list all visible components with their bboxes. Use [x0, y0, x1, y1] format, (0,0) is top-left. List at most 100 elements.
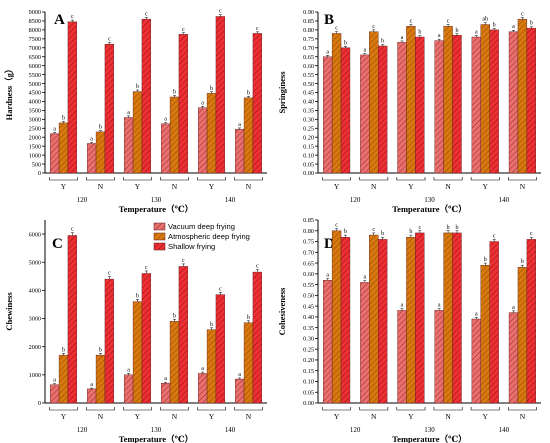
significance-label: b: [344, 40, 347, 46]
significance-label: a: [438, 33, 441, 39]
bar: [378, 45, 388, 174]
significance-label: b: [484, 257, 487, 263]
condition-label: Y: [334, 412, 340, 421]
bar: [340, 47, 351, 174]
bar: [517, 267, 528, 404]
temperature-label: 130: [424, 426, 435, 434]
bar: [323, 280, 333, 404]
bar: [67, 21, 78, 174]
bar: [489, 29, 499, 174]
y-tick-label: 5000: [29, 259, 41, 266]
y-tick-label: 0.70: [303, 45, 314, 52]
panel-letter: A: [54, 12, 65, 28]
bar: [252, 33, 263, 174]
bar: [443, 232, 453, 404]
condition-label: N: [445, 412, 451, 421]
y-tick-label: 0.20: [303, 357, 314, 364]
legend-label: Vacuum deep frying: [168, 222, 235, 231]
significance-label: a: [401, 303, 404, 309]
y-tick-label: 0.20: [303, 134, 314, 141]
bar: [452, 232, 462, 404]
y-tick-label: 3000: [29, 117, 41, 124]
bar: [517, 18, 528, 174]
y-tick-label: 0.90: [303, 9, 314, 16]
y-tick-label: 4000: [29, 99, 41, 106]
condition-label: N: [172, 182, 178, 191]
significance-label: a: [201, 366, 204, 372]
y-tick-label: 0.35: [303, 108, 314, 115]
significance-label: a: [127, 110, 130, 116]
significance-label: c: [108, 37, 111, 43]
temperature-label: 130: [424, 196, 435, 204]
condition-label: N: [98, 412, 104, 421]
condition-bracket: [197, 407, 226, 411]
y-tick-label: 0.15: [303, 143, 314, 150]
bar: [331, 33, 342, 174]
y-tick-label: 0.10: [303, 379, 314, 386]
y-tick-label: 0.15: [303, 368, 314, 375]
y-tick-label: 0.00: [303, 170, 314, 177]
condition-bracket: [359, 407, 389, 411]
bar: [378, 239, 388, 404]
significance-label: b: [99, 347, 102, 353]
temperature-label: 120: [350, 196, 361, 204]
bar: [234, 128, 245, 174]
significance-label: a: [326, 273, 329, 279]
condition-bracket: [470, 407, 500, 411]
x-axis-label: Temperature（℃）: [392, 204, 466, 214]
significance-label: c: [182, 27, 185, 33]
bar: [141, 273, 152, 404]
bar: [123, 374, 134, 404]
condition-bracket: [396, 177, 426, 181]
bar: [434, 310, 444, 404]
significance-label: b: [344, 229, 347, 235]
condition-label: N: [520, 412, 526, 421]
y-axis-label: Hardness（g）: [4, 65, 14, 121]
y-tick-label: 0.05: [303, 161, 314, 168]
y-tick-label: 0.55: [303, 282, 314, 289]
significance-label: c: [372, 24, 375, 30]
significance-label: b: [409, 229, 412, 235]
temperature-label: 140: [225, 426, 236, 434]
condition-label: N: [98, 182, 104, 191]
significance-label: c: [419, 225, 422, 231]
y-tick-label: 0.10: [303, 152, 314, 159]
significance-label: b: [173, 313, 176, 319]
y-tick-label: 6500: [29, 54, 41, 61]
y-tick-label: 0.80: [303, 27, 314, 34]
panel-b: 0.00 0.05 0.10 0.15 0.20 0.250.30 0.35 0.40 0.45…: [277, 9, 541, 214]
bar: [323, 56, 333, 174]
significance-label: b: [210, 86, 213, 92]
y-tick-label: 1000: [29, 152, 41, 159]
y-tick-label: 7000: [29, 45, 41, 52]
condition-bracket: [322, 177, 352, 181]
condition-label: N: [246, 412, 252, 421]
bar: [369, 31, 379, 174]
y-tick-label: 5000: [29, 81, 41, 88]
y-tick-label: 0.85: [303, 217, 314, 224]
temperature-label: 120: [77, 426, 88, 434]
y-tick-label: 0.65: [303, 54, 314, 61]
significance-label: c: [335, 26, 338, 32]
condition-label: N: [172, 412, 178, 421]
condition-label: Y: [483, 182, 489, 191]
condition-label: N: [520, 182, 526, 191]
significance-label: c: [521, 11, 524, 17]
bar: [178, 266, 189, 404]
condition-bracket: [123, 407, 152, 411]
bar: [508, 31, 519, 174]
significance-label: c: [530, 231, 533, 237]
y-tick-label: 0.05: [303, 389, 314, 396]
condition-label: N: [445, 182, 451, 191]
condition-bracket: [160, 177, 189, 181]
y-tick-label: 0.65: [303, 260, 314, 267]
bar: [397, 42, 407, 174]
significance-label: c: [182, 258, 185, 264]
legend-swatch: [153, 232, 166, 241]
significance-label: ab: [482, 17, 488, 23]
significance-label: b: [99, 125, 102, 131]
y-tick-label: 8500: [29, 18, 41, 25]
y-tick-label: 0.70: [303, 249, 314, 256]
